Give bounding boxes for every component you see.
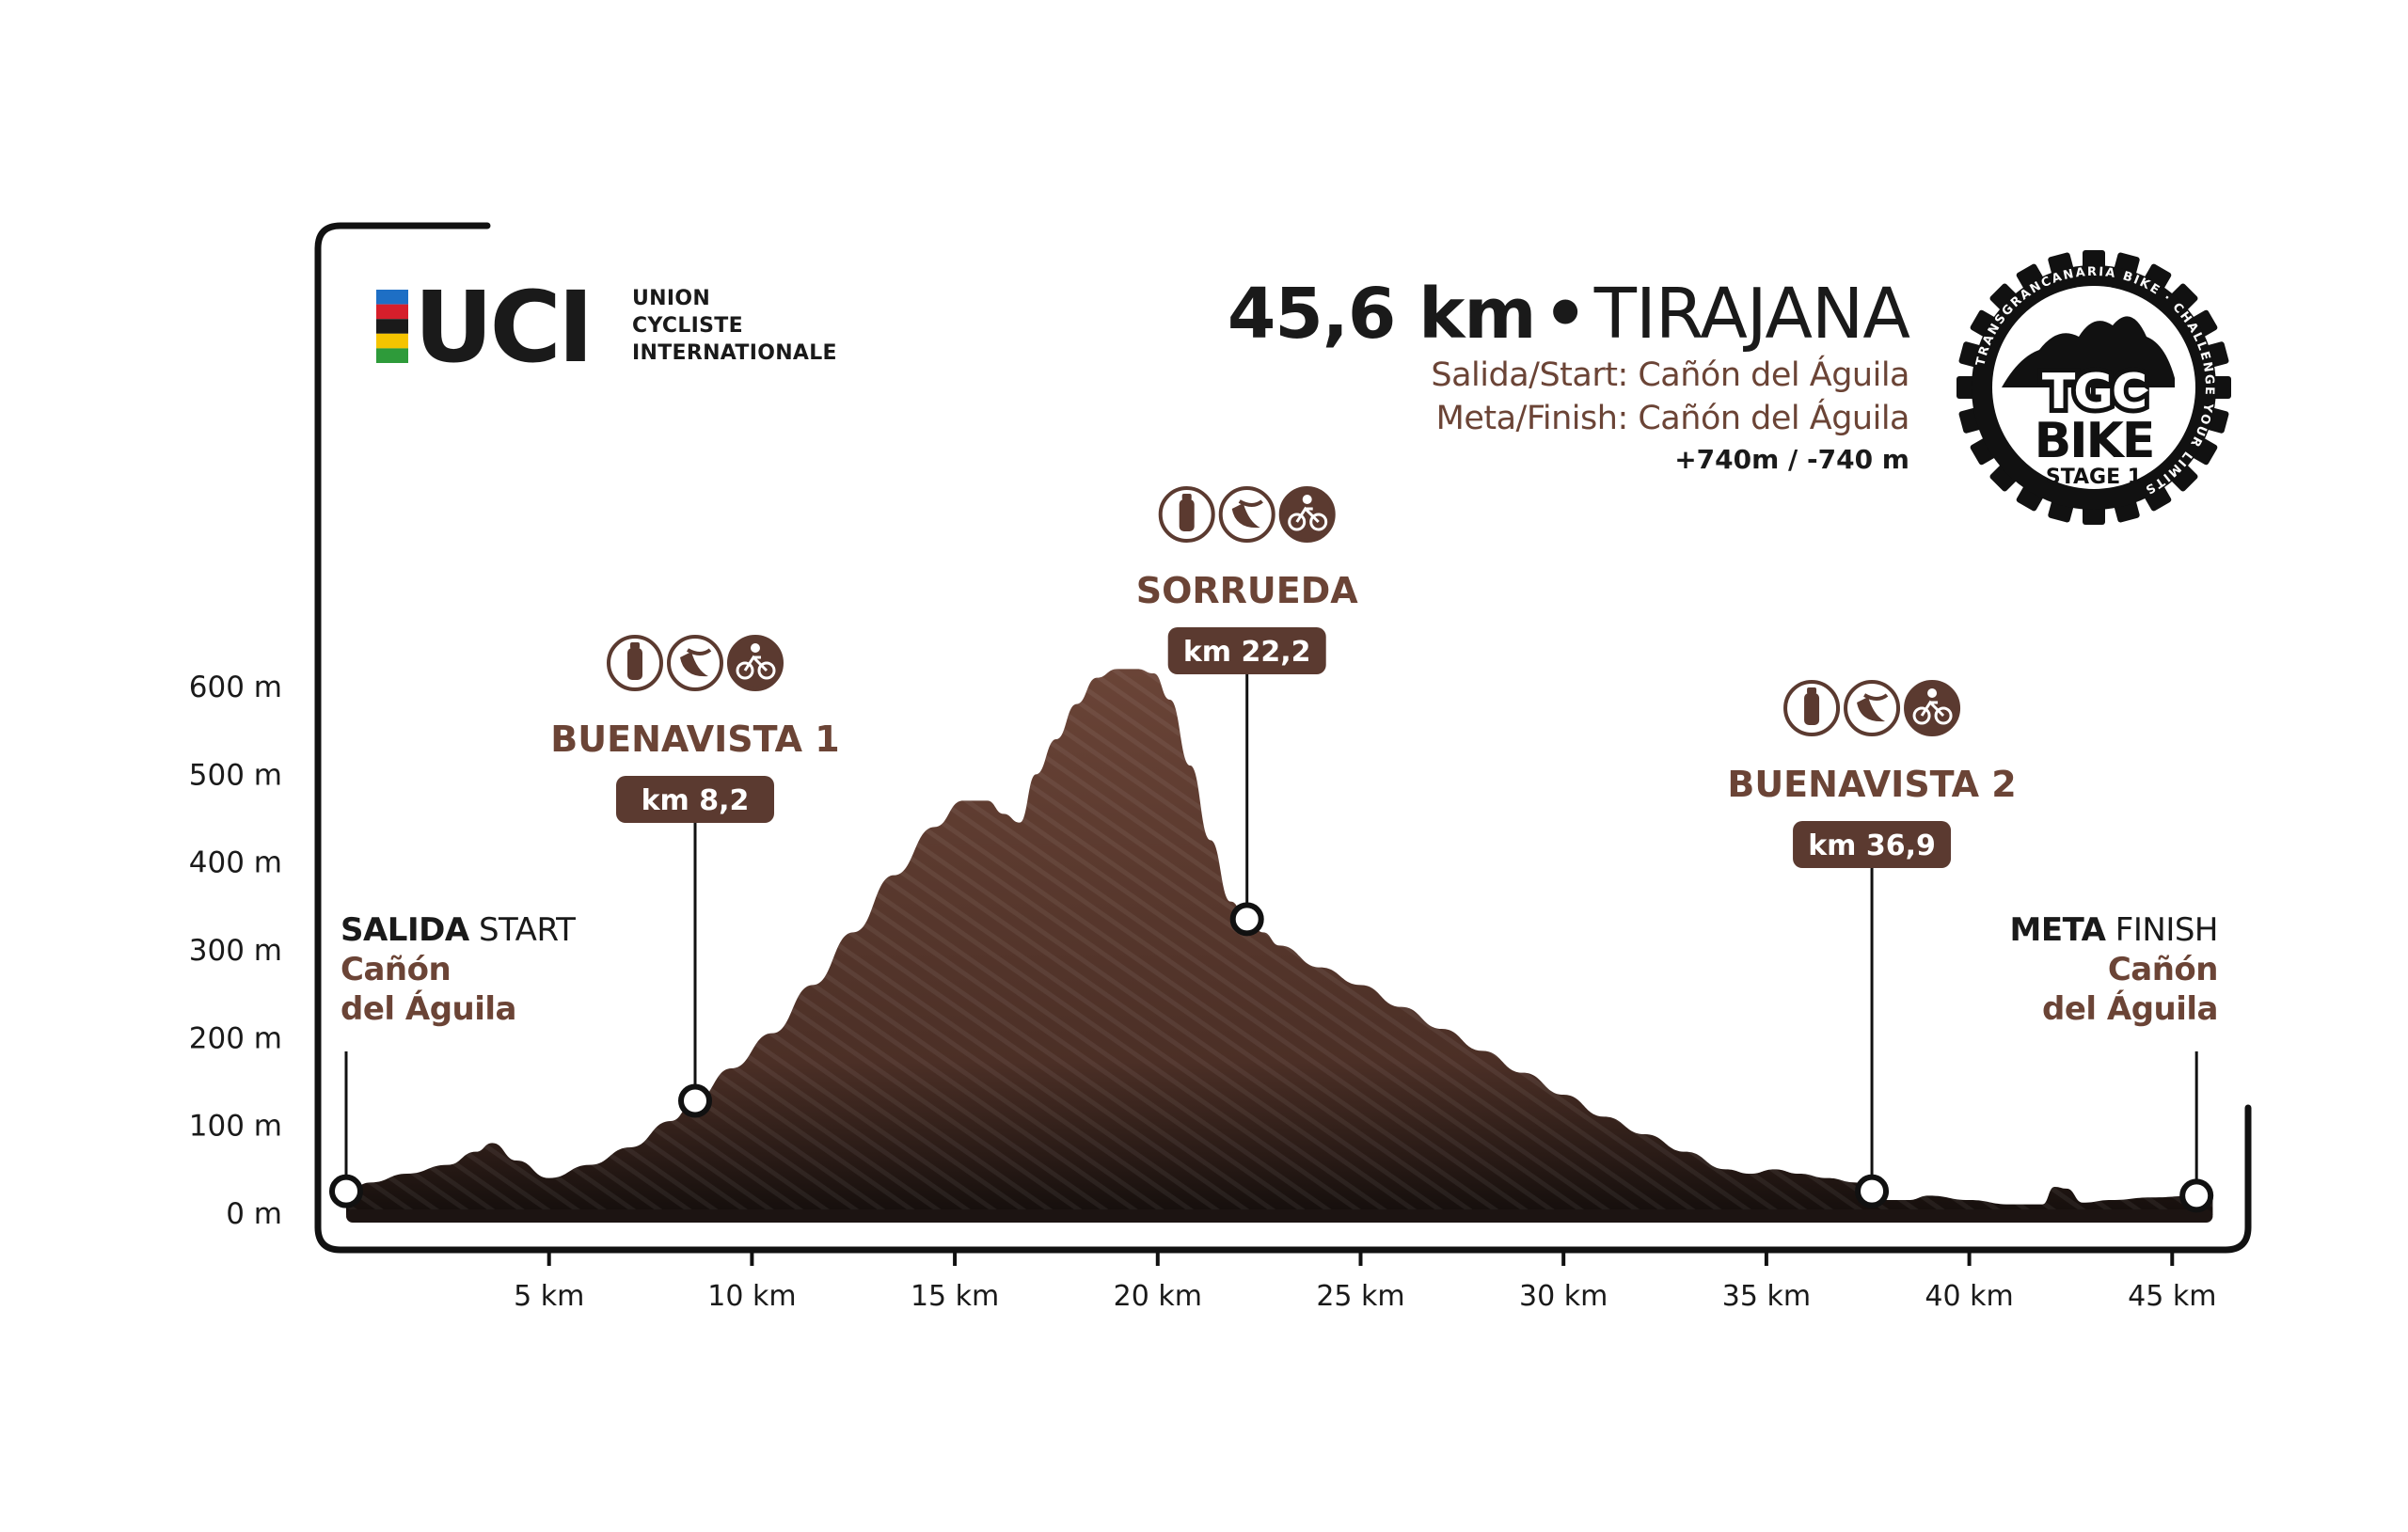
waypoint-name: SORRUEDA <box>1136 570 1359 611</box>
start-info: Salida/Start: Cañón del Águila <box>1431 356 1909 394</box>
x-tick-label: 40 km <box>1925 1280 2013 1313</box>
bike-mechanic-icon <box>727 635 784 691</box>
uci-wordmark: UNION CYCLISTE INTERNATIONALE <box>632 285 837 367</box>
uci-word-1: UNION <box>632 287 711 310</box>
mountain-silhouette-icon <box>2002 316 2175 387</box>
uci-rainbow-stripes <box>376 290 408 363</box>
waypoint-km-label: km 8,2 <box>642 784 750 817</box>
y-tick-label: 400 m <box>189 846 282 880</box>
start-place-line-2: del Águila <box>341 990 517 1028</box>
y-tick-label: 200 m <box>189 1021 282 1055</box>
waypoint <box>329 1051 363 1208</box>
x-tick-label: 25 km <box>1316 1280 1404 1313</box>
x-tick-label: 35 km <box>1722 1280 1811 1313</box>
badge-line-2: BIKE <box>2035 413 2154 469</box>
stage-name: TIRAJANA <box>1593 274 1910 355</box>
tgc-bike-badge: TRANSGRANCANARIA BIKE · CHALLENGE YOUR L… <box>1956 250 2231 525</box>
finish-place-line-1: Cañón <box>2107 951 2219 988</box>
elevation-gain: +740m / -740 m <box>1674 444 1909 475</box>
y-tick-label: 500 m <box>189 758 282 792</box>
banana-icon <box>1844 680 1901 736</box>
x-tick-label: 10 km <box>707 1280 796 1313</box>
chart-frame <box>314 222 2252 1254</box>
finish-label-bold: META <box>2009 911 2106 949</box>
x-tick-label: 20 km <box>1114 1280 1202 1313</box>
waypoint: BUENAVISTA 1 km 8,2 <box>550 635 840 1118</box>
waypoint: BUENAVISTA 2 km 36,9 <box>1727 680 2017 1208</box>
y-tick-label: 0 m <box>226 1197 282 1231</box>
finish-info: Meta/Finish: Cañón del Águila <box>1435 400 1910 437</box>
waypoint-marker <box>1229 902 1264 937</box>
badge-line-3: STAGE 1 <box>2046 466 2142 489</box>
bike-mechanic-icon <box>1278 486 1336 543</box>
y-tick-label: 100 m <box>189 1110 282 1144</box>
banana-icon <box>1218 486 1275 543</box>
finish-label: META FINISH Cañón del Águila <box>2009 910 2219 1029</box>
water-bottle-icon <box>1158 486 1215 543</box>
y-tick-label: 300 m <box>189 934 282 968</box>
waypoint-name: BUENAVISTA 1 <box>550 719 839 760</box>
uci-word-2: CYCLISTE <box>632 314 743 338</box>
waypoint-name: BUENAVISTA 2 <box>1727 764 2016 805</box>
waypoint-km-label: km 36,9 <box>1808 829 1936 862</box>
x-tick-label: 30 km <box>1519 1280 1608 1313</box>
profile-base <box>346 1209 2213 1223</box>
stage-info: 45,6 km • TIRAJANA Salida/Start: Cañón del… <box>1227 274 1910 480</box>
uci-mark: UCI <box>414 270 594 385</box>
banana-icon <box>667 635 724 691</box>
waypoint-marker <box>1855 1174 1890 1208</box>
waypoint-km-pill <box>1167 627 1326 674</box>
finish-label-normal: FINISH <box>2115 911 2219 949</box>
waypoint-km-label: km 22,2 <box>1183 636 1311 669</box>
finish-place-line-2: del Águila <box>2042 990 2219 1028</box>
waypoint-km-pill <box>1793 821 1952 868</box>
x-tick-label: 5 km <box>514 1280 584 1313</box>
bike-mechanic-icon <box>1904 680 1961 736</box>
waypoint-marker <box>678 1083 713 1118</box>
waypoint-km-pill <box>616 776 775 823</box>
x-tick-label: 15 km <box>911 1280 999 1313</box>
waypoint: SORRUEDA km 22,2 <box>1136 486 1359 937</box>
start-place-line-1: Cañón <box>341 951 452 988</box>
stage-distance: 45,6 km <box>1227 274 1537 355</box>
y-tick-label: 600 m <box>189 671 282 704</box>
waypoint-marker <box>329 1174 363 1208</box>
x-tick-label: 45 km <box>2128 1280 2216 1313</box>
start-label-bold: SALIDA <box>341 911 469 949</box>
water-bottle-icon <box>607 635 664 691</box>
start-label-normal: START <box>478 911 576 949</box>
waypoint <box>2179 1051 2214 1213</box>
title-separator: • <box>1543 274 1587 355</box>
stage-title: 45,6 km • TIRAJANA <box>1227 274 1910 355</box>
water-bottle-icon <box>1783 680 1841 736</box>
elevation-area-texture <box>346 669 2213 1215</box>
uci-word-3: INTERNATIONALE <box>632 341 837 365</box>
waypoint-marker <box>2179 1178 2214 1213</box>
badge-line-1: TGC <box>2042 364 2146 420</box>
start-label: SALIDA START Cañón del Águila <box>341 910 576 1029</box>
